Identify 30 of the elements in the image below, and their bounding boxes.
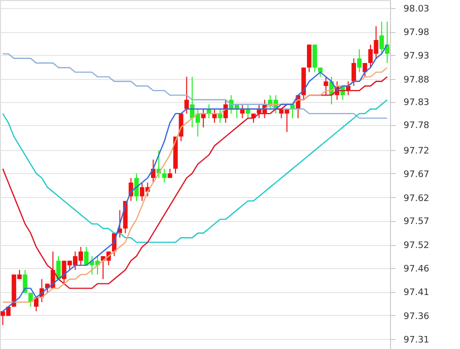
candlestick bbox=[22, 269, 28, 294]
y-tick-label: 97.41 bbox=[404, 288, 430, 298]
y-tick-label: 97.62 bbox=[404, 194, 430, 204]
candlestick bbox=[324, 76, 328, 96]
y-tick-label: 97.52 bbox=[404, 241, 430, 252]
y-tick-label: 97.72 bbox=[404, 146, 430, 156]
candlestick bbox=[56, 256, 61, 280]
candlestick bbox=[162, 168, 167, 184]
line-series bbox=[2, 53, 388, 119]
candlestick bbox=[306, 44, 312, 73]
y-tick-label: 97.31 bbox=[404, 335, 430, 346]
y-tick-label: 97.98 bbox=[404, 28, 430, 38]
candlestick bbox=[357, 48, 362, 73]
candlestick bbox=[362, 62, 368, 78]
y-tick-label: 97.83 bbox=[404, 98, 430, 108]
candlestick bbox=[134, 172, 139, 202]
candlestick bbox=[352, 58, 356, 86]
y-tick-label: 97.57 bbox=[404, 217, 430, 228]
y-tick-label: 97.67 bbox=[404, 170, 430, 180]
candlestick bbox=[312, 44, 318, 73]
y-tick-label: 97.36 bbox=[404, 312, 430, 322]
candlestick bbox=[168, 168, 172, 178]
candlestick bbox=[184, 76, 189, 114]
y-tick-label: 97.46 bbox=[404, 264, 430, 275]
candlestick bbox=[318, 67, 323, 78]
y-tick-label: 97.78 bbox=[404, 121, 430, 132]
y-tick-label: 98.03 bbox=[404, 4, 430, 14]
y-tick-label: 97.93 bbox=[404, 52, 430, 62]
candlestick bbox=[218, 108, 222, 124]
y-tick-label: 97.88 bbox=[404, 76, 430, 86]
